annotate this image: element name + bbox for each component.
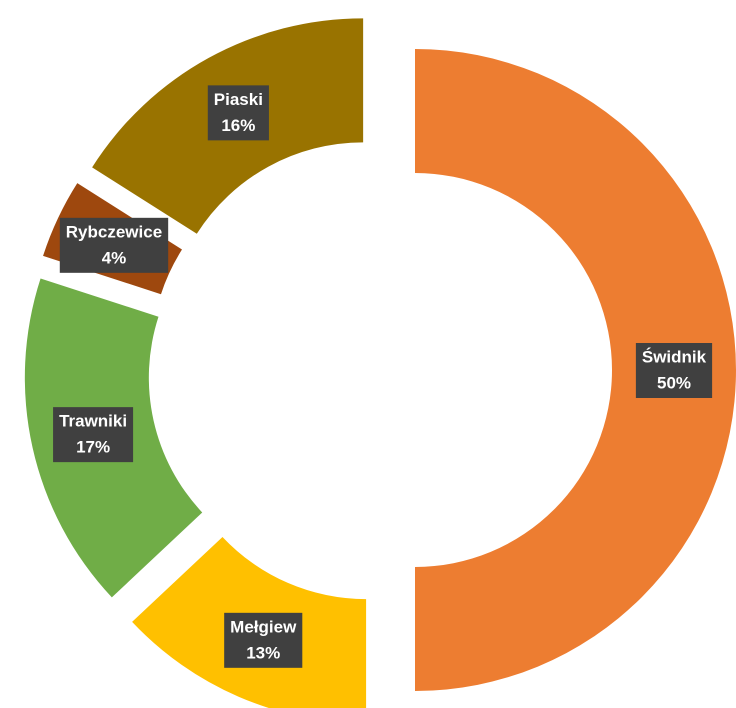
data-label: Rybczewice 4% [59, 217, 169, 273]
label-name: Mełgiew [230, 617, 297, 636]
data-label: Trawniki 17% [53, 407, 134, 463]
label-box [635, 343, 713, 398]
label-box [59, 217, 169, 273]
label-name: Świdnik [642, 347, 707, 366]
label-value: 4% [102, 248, 127, 267]
label-box [224, 612, 303, 668]
label-box [207, 85, 269, 141]
label-name: Rybczewice [66, 222, 162, 241]
label-value: 17% [76, 438, 110, 457]
label-box [53, 407, 134, 463]
label-value: 13% [246, 643, 280, 662]
data-label: Mełgiew 13% [224, 612, 303, 668]
label-name: Trawniki [59, 412, 127, 431]
label-value: 50% [657, 373, 691, 392]
data-label: Świdnik 50% [635, 343, 713, 398]
label-name: Piaski [214, 90, 263, 109]
donut-segment [415, 49, 736, 691]
data-label: Piaski 16% [207, 85, 269, 141]
label-value: 16% [221, 116, 255, 135]
